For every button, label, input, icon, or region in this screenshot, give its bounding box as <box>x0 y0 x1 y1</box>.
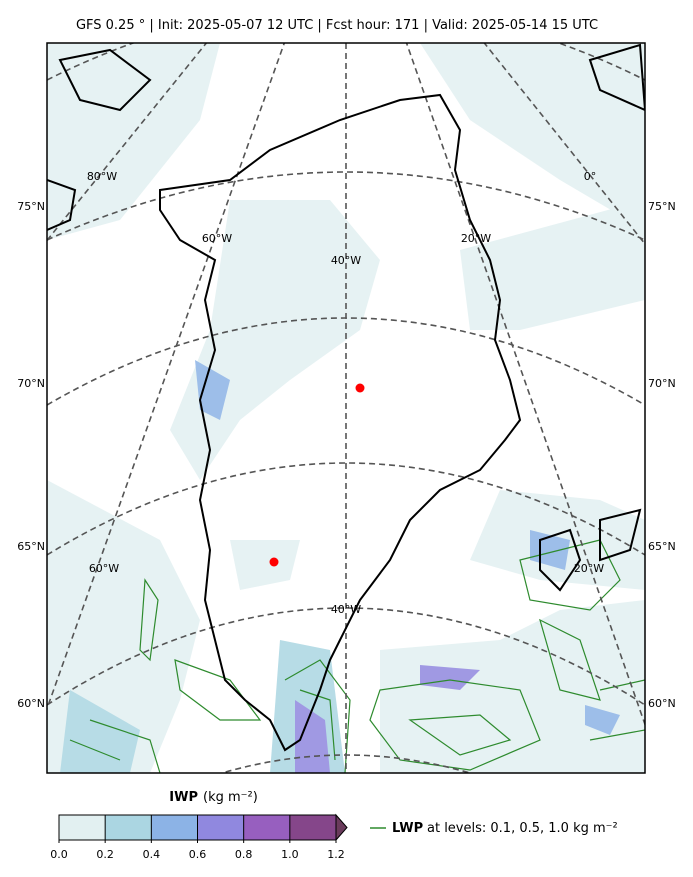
lat-label: 70°N <box>648 377 676 390</box>
title: GFS 0.25 ° | Init: 2025-05-07 12 UTC | F… <box>76 18 598 33</box>
lon-label: 20°W <box>461 232 491 245</box>
colorbar-tick-label: 0.6 <box>189 848 207 861</box>
colorbar-tick-label: 0.4 <box>143 848 161 861</box>
colorbar-segment <box>151 815 198 840</box>
lon-label: 60°W <box>202 232 232 245</box>
lat-label: 60°N <box>17 697 45 710</box>
lat-label: 60°N <box>648 697 676 710</box>
colorbar-unit: (kg m⁻²) <box>203 790 258 805</box>
lon-label: 80°W <box>87 170 117 183</box>
marker <box>355 383 365 393</box>
lat-label: 65°N <box>17 540 45 553</box>
lat-label: 75°N <box>648 200 676 213</box>
colorbar-segment <box>197 815 244 840</box>
coastline <box>159 93 522 752</box>
lon-label: 40°W <box>331 603 361 616</box>
colorbar-tick-label: 1.2 <box>327 848 345 861</box>
legend-label: LWP <box>392 821 423 836</box>
lwp-contours <box>69 539 645 773</box>
lon-label: 20°W <box>574 562 604 575</box>
colorbar-label: IWP <box>169 790 198 805</box>
colorbar-tick-label: 1.0 <box>281 848 299 861</box>
colorbar-segment <box>289 815 336 840</box>
lat-label: 65°N <box>648 540 676 553</box>
colorbar-tick-label: 0.0 <box>50 848 68 861</box>
colorbar-tick-label: 0.8 <box>235 848 253 861</box>
lon-label: 60°W <box>89 562 119 575</box>
colorbar-extension <box>335 813 348 842</box>
colorbar-segment <box>59 815 106 840</box>
colorbar-segment <box>243 815 290 840</box>
lon-label: 0° <box>584 170 597 183</box>
legend-text: at levels: 0.1, 0.5, 1.0 kg m⁻² <box>427 821 618 836</box>
colorbar-tick-label: 0.2 <box>96 848 114 861</box>
lat-label: 75°N <box>17 200 45 213</box>
colorbar: 0.0 0.2 0.4 0.6 0.8 1.0 1.2 <box>50 813 348 861</box>
colorbar-segment <box>105 815 152 840</box>
marker <box>269 557 279 567</box>
map-frame <box>46 42 646 774</box>
lon-label: 40°W <box>331 254 361 267</box>
lat-label: 70°N <box>17 377 45 390</box>
